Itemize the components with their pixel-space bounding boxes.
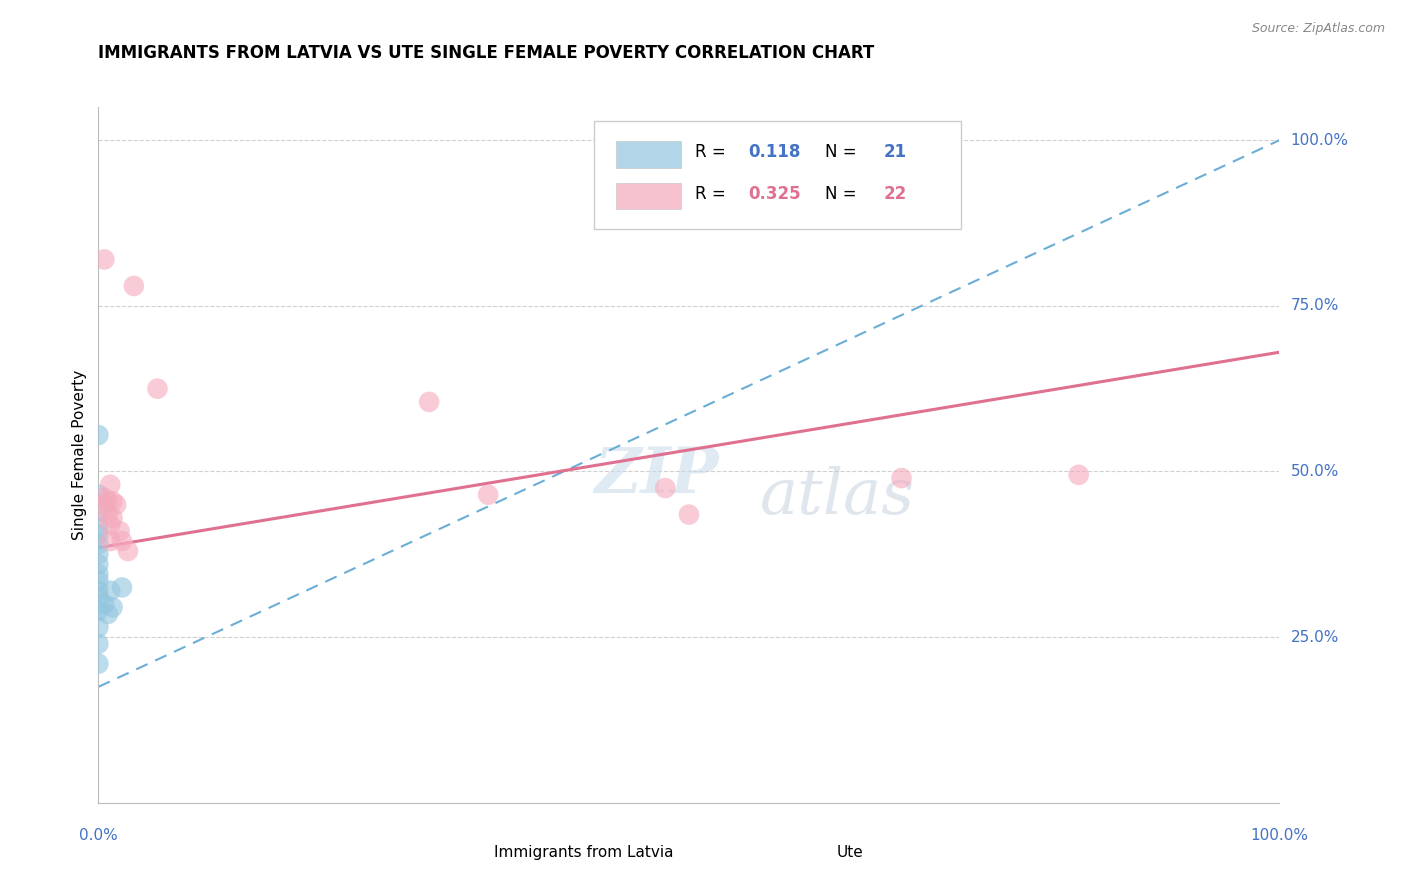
Point xyxy=(890,471,912,485)
FancyBboxPatch shape xyxy=(772,846,818,865)
Point xyxy=(87,547,110,561)
Text: N =: N = xyxy=(825,144,862,161)
Point xyxy=(654,481,676,495)
FancyBboxPatch shape xyxy=(429,846,477,865)
Text: R =: R = xyxy=(695,144,731,161)
Point xyxy=(87,521,110,535)
Point xyxy=(87,558,110,572)
Point xyxy=(87,574,110,588)
Point xyxy=(87,657,110,671)
Y-axis label: Single Female Poverty: Single Female Poverty xyxy=(72,370,87,540)
Point xyxy=(87,637,110,651)
Point xyxy=(93,597,115,611)
Point xyxy=(97,508,120,522)
Text: 50.0%: 50.0% xyxy=(1291,464,1339,479)
Point xyxy=(87,428,110,442)
Point xyxy=(111,534,134,549)
Text: 0.0%: 0.0% xyxy=(79,828,118,843)
Point xyxy=(97,494,120,508)
Text: 0.325: 0.325 xyxy=(748,185,800,203)
Point xyxy=(87,504,110,518)
Text: N =: N = xyxy=(825,185,862,203)
Text: 100.0%: 100.0% xyxy=(1291,133,1348,148)
Point xyxy=(101,600,124,615)
FancyBboxPatch shape xyxy=(595,121,960,229)
Text: R =: R = xyxy=(695,185,731,203)
Text: 22: 22 xyxy=(884,185,907,203)
Point xyxy=(678,508,700,522)
Point xyxy=(93,491,115,505)
Point xyxy=(87,591,110,605)
Text: Ute: Ute xyxy=(837,846,863,861)
Point xyxy=(93,252,115,267)
Point xyxy=(97,607,120,621)
Point xyxy=(87,488,110,502)
Point xyxy=(111,581,134,595)
Text: 75.0%: 75.0% xyxy=(1291,298,1339,313)
Point xyxy=(87,527,110,541)
Point xyxy=(117,544,139,558)
Point xyxy=(93,498,115,512)
Point xyxy=(98,517,121,532)
Point xyxy=(98,583,121,598)
Point xyxy=(87,567,110,582)
FancyBboxPatch shape xyxy=(616,183,681,210)
Text: 25.0%: 25.0% xyxy=(1291,630,1339,645)
Point xyxy=(108,524,131,538)
Point xyxy=(146,382,169,396)
Text: 21: 21 xyxy=(884,144,907,161)
Point xyxy=(87,583,110,598)
Point xyxy=(87,537,110,551)
Text: 100.0%: 100.0% xyxy=(1250,828,1309,843)
Text: Immigrants from Latvia: Immigrants from Latvia xyxy=(494,846,673,861)
Point xyxy=(105,498,128,512)
Point xyxy=(101,511,124,525)
Point xyxy=(98,534,121,549)
Point xyxy=(87,620,110,634)
Text: IMMIGRANTS FROM LATVIA VS UTE SINGLE FEMALE POVERTY CORRELATION CHART: IMMIGRANTS FROM LATVIA VS UTE SINGLE FEM… xyxy=(98,45,875,62)
Point xyxy=(87,604,110,618)
Point xyxy=(122,279,145,293)
Point xyxy=(418,395,440,409)
Point xyxy=(1067,467,1090,482)
FancyBboxPatch shape xyxy=(616,141,681,168)
Text: 0.118: 0.118 xyxy=(748,144,800,161)
Point xyxy=(98,477,121,491)
Text: ZIP: ZIP xyxy=(595,445,718,507)
Point xyxy=(477,488,499,502)
Point xyxy=(101,494,124,508)
Text: Source: ZipAtlas.com: Source: ZipAtlas.com xyxy=(1251,22,1385,36)
Text: atlas: atlas xyxy=(759,466,915,527)
